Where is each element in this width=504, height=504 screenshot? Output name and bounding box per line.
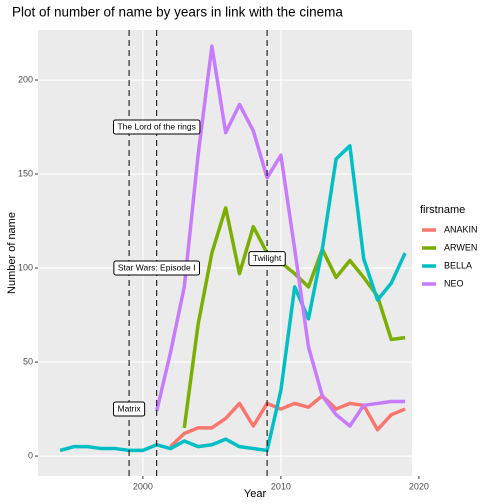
annotation-box bbox=[113, 401, 146, 417]
annotation-label: Matrix bbox=[118, 403, 142, 413]
x-tick-label: 2020 bbox=[409, 481, 429, 491]
x-tick-label: 2010 bbox=[271, 481, 291, 491]
y-tick-label: 50 bbox=[23, 356, 33, 366]
annotation-box bbox=[248, 251, 286, 267]
x-tick-label: 2000 bbox=[133, 481, 153, 491]
annotation-label: Star Wars: Episode I bbox=[118, 262, 196, 272]
series-line bbox=[59, 144, 407, 453]
annotation-label: The Lord of the rings bbox=[117, 121, 195, 131]
y-axis-title: Number of name bbox=[6, 212, 18, 294]
x-axis-title: Year bbox=[244, 488, 267, 500]
legend-label: BELLA bbox=[444, 260, 472, 270]
legend-label: ARWEN bbox=[444, 242, 477, 252]
y-tick-label: 100 bbox=[18, 262, 33, 272]
annotation-box bbox=[113, 260, 201, 276]
y-tick-label: 200 bbox=[18, 74, 33, 84]
legend-label: ANAKIN bbox=[444, 224, 478, 234]
series-line bbox=[169, 394, 406, 448]
legend-title: firstname bbox=[420, 204, 465, 216]
annotation-box bbox=[112, 119, 201, 135]
series-line bbox=[154, 44, 406, 428]
plot-panel bbox=[38, 30, 412, 476]
series-line bbox=[182, 206, 406, 429]
chart-title: Plot of number of name by years in link … bbox=[12, 5, 343, 20]
y-tick-label: 0 bbox=[28, 450, 33, 460]
legend-label: NEO bbox=[444, 278, 464, 288]
annotation-label: Twilight bbox=[253, 253, 282, 263]
y-tick-label: 150 bbox=[18, 168, 33, 178]
